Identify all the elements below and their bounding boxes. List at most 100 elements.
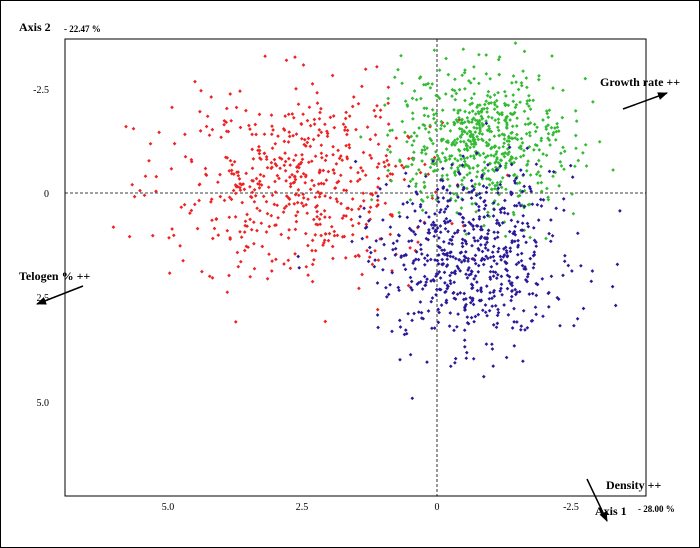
data-point (558, 160, 563, 164)
data-point (418, 189, 423, 194)
data-point (416, 240, 420, 245)
data-point (238, 188, 243, 193)
data-point (453, 256, 458, 261)
data-point (192, 202, 197, 207)
data-point (454, 117, 459, 122)
data-point (330, 73, 335, 78)
data-point (472, 92, 477, 96)
data-point (337, 156, 342, 161)
data-point (495, 183, 499, 188)
data-point (418, 202, 423, 207)
data-point (503, 198, 507, 203)
data-point (138, 188, 142, 193)
data-point (381, 218, 385, 222)
data-point (446, 72, 451, 77)
data-point (496, 117, 501, 122)
data-point (493, 236, 497, 241)
data-point (526, 159, 530, 163)
data-point (525, 163, 529, 168)
data-point (549, 218, 553, 222)
data-point (301, 63, 306, 67)
data-point (473, 140, 478, 145)
data-point (458, 269, 463, 273)
data-point (485, 213, 490, 218)
data-point (250, 132, 254, 137)
data-point (502, 141, 506, 146)
data-point (446, 199, 450, 203)
data-point (299, 201, 304, 205)
data-point (544, 153, 549, 158)
data-point (485, 236, 490, 240)
data-point (351, 95, 356, 99)
data-point (477, 131, 482, 136)
data-point (293, 252, 297, 256)
data-point (532, 238, 537, 243)
data-point (324, 178, 329, 182)
data-point (562, 149, 567, 154)
data-point (545, 111, 550, 116)
data-point (462, 229, 467, 233)
data-point (344, 143, 348, 148)
data-point (307, 105, 312, 110)
data-point (478, 236, 483, 241)
data-point (474, 151, 479, 155)
data-point (485, 231, 490, 236)
data-point (477, 298, 482, 303)
data-point (502, 253, 507, 257)
data-point (535, 282, 540, 287)
data-point (373, 114, 378, 119)
data-point (413, 209, 417, 213)
data-point (235, 170, 239, 175)
data-point (230, 162, 235, 167)
data-point (513, 41, 518, 45)
data-point (383, 201, 388, 206)
data-point (267, 224, 272, 229)
data-point (142, 193, 147, 198)
data-point (495, 125, 500, 130)
data-point (385, 174, 390, 178)
data-point (469, 272, 473, 276)
data-point (471, 302, 476, 307)
data-point (513, 287, 518, 292)
data-point (484, 176, 489, 181)
data-point (474, 202, 479, 207)
data-point (397, 318, 402, 323)
data-point (262, 151, 267, 156)
data-point (150, 233, 155, 238)
data-point (424, 152, 428, 156)
data-point (489, 153, 493, 158)
data-point (445, 204, 450, 209)
data-point (459, 206, 464, 210)
data-point (446, 229, 450, 234)
data-point (421, 122, 425, 127)
data-point (265, 276, 270, 281)
data-point (538, 173, 542, 178)
data-point (199, 88, 203, 93)
data-point (299, 160, 304, 165)
data-point (264, 157, 269, 162)
data-point (486, 163, 490, 167)
data-point (397, 158, 402, 162)
data-point (326, 169, 331, 174)
data-point (523, 122, 528, 127)
data-point (464, 241, 469, 246)
data-point (310, 82, 315, 86)
data-point (435, 167, 440, 172)
data-point (572, 323, 576, 328)
data-point (453, 157, 457, 161)
data-point (583, 76, 588, 81)
data-point (575, 316, 580, 321)
data-point (500, 292, 504, 297)
data-point (499, 210, 503, 215)
data-point (397, 210, 401, 215)
data-point (381, 267, 385, 272)
data-point (618, 209, 622, 213)
data-point (431, 159, 435, 164)
data-point (449, 250, 453, 254)
data-point (491, 254, 496, 259)
data-point (412, 311, 416, 316)
data-point (545, 186, 549, 191)
data-point (464, 272, 468, 277)
data-point (308, 123, 313, 128)
data-point (471, 217, 476, 222)
